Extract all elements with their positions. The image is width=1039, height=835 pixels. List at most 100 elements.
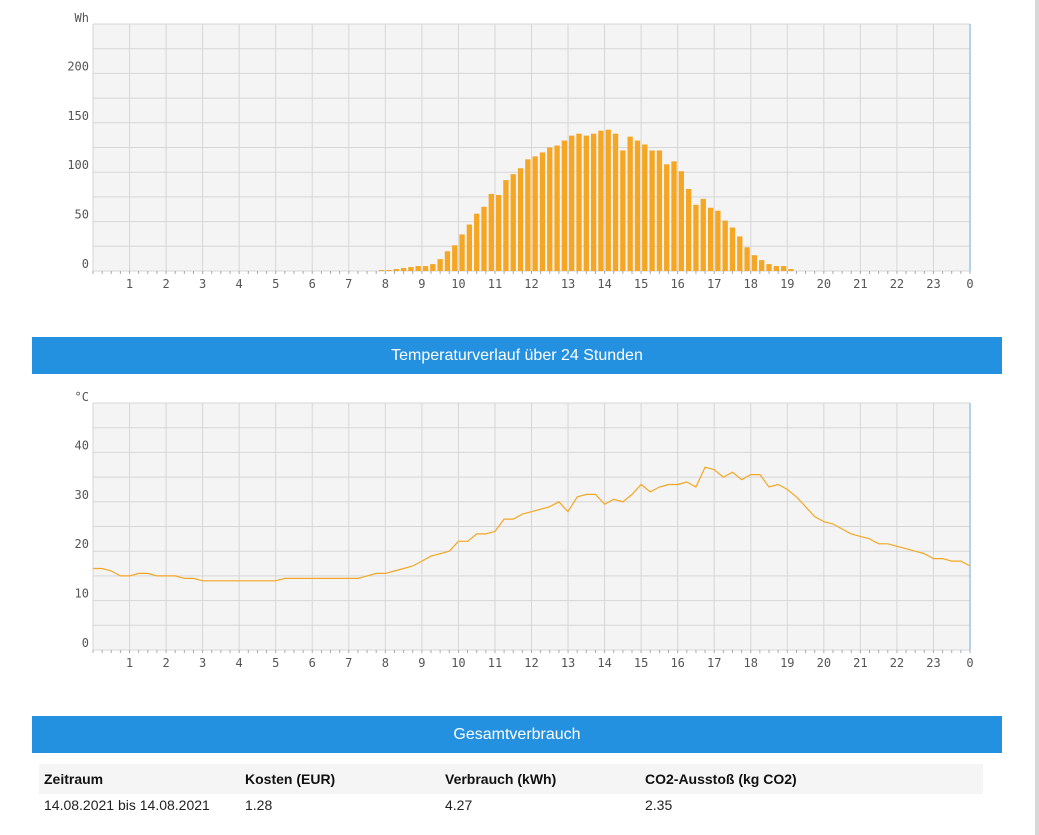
- x-tick-label: 5: [272, 656, 279, 670]
- x-tick-label: 11: [488, 277, 502, 291]
- energy-bar: [503, 180, 509, 271]
- x-tick-label: 17: [707, 277, 721, 291]
- y-unit-label: Wh: [75, 11, 89, 25]
- energy-bar: [481, 206, 487, 271]
- y-tick-label: 0: [82, 257, 89, 271]
- energy-bar: [729, 227, 736, 271]
- energy-bar: [466, 224, 473, 271]
- x-tick-label: 14: [597, 656, 611, 670]
- x-tick-label: 6: [309, 656, 316, 670]
- energy-bar: [510, 174, 516, 271]
- x-tick-label: 8: [382, 277, 389, 291]
- y-tick-label: 0: [82, 636, 89, 650]
- x-tick-label: 19: [780, 277, 794, 291]
- energy-bar: [400, 268, 407, 271]
- x-tick-label: 0: [966, 656, 973, 670]
- energy-bar: [627, 136, 633, 271]
- energy-bar: [612, 133, 619, 271]
- x-tick-label: 12: [524, 277, 538, 291]
- energy-bar: [656, 150, 663, 271]
- energy-bar: [780, 266, 787, 271]
- x-tick-label: 1: [126, 277, 133, 291]
- energy-bar: [700, 198, 706, 271]
- energy-bar: [569, 135, 575, 271]
- energy-bar: [634, 140, 641, 271]
- total-section-title: Gesamtverbrauch: [453, 725, 581, 743]
- energy-bar: [693, 204, 699, 271]
- energy-bar: [605, 129, 611, 271]
- x-tick-label: 12: [524, 656, 538, 670]
- y-tick-label: 10: [75, 587, 89, 601]
- temperature-line: [93, 466, 971, 582]
- x-tick-label: 10: [451, 656, 465, 670]
- y-tick-label: 30: [75, 488, 89, 502]
- x-tick-label: 2: [162, 656, 169, 670]
- energy-bar: [452, 245, 458, 271]
- energy-bar: [488, 193, 494, 271]
- value-co2: 2.35: [645, 797, 673, 813]
- y-tick-label: 40: [75, 438, 89, 452]
- x-tick-label: 18: [744, 656, 758, 670]
- energy-bar: [744, 247, 750, 271]
- energy-bar: [722, 220, 728, 271]
- energy-bar: [539, 152, 546, 271]
- energy-bar: [576, 133, 582, 271]
- x-tick-label: 9: [418, 656, 425, 670]
- energy-bar: [759, 260, 765, 271]
- x-tick-label: 22: [890, 277, 904, 291]
- energy-bar: [598, 130, 604, 271]
- energy-bar: [444, 251, 451, 271]
- x-tick-label: 2: [162, 277, 169, 291]
- energy-bar: [773, 266, 779, 271]
- energy-bar: [737, 236, 743, 271]
- energy-bar: [430, 264, 436, 271]
- x-tick-label: 9: [418, 277, 425, 291]
- x-tick-label: 8: [382, 656, 389, 670]
- energy-bar: [664, 164, 670, 271]
- energy-bar: [685, 188, 692, 271]
- energy-bar: [671, 161, 677, 271]
- energy-bar: [393, 269, 399, 271]
- x-tick-label: 17: [707, 656, 721, 670]
- energy-bar: [715, 210, 721, 271]
- x-tick-label: 6: [309, 277, 316, 291]
- x-tick-label: 21: [853, 656, 867, 670]
- summary-table: Zeitraum Kosten (EUR) Verbrauch (kWh) CO…: [39, 764, 983, 816]
- header-consumption: Verbrauch (kWh): [445, 771, 557, 787]
- value-cost: 1.28: [245, 797, 273, 813]
- x-tick-label: 13: [561, 656, 575, 670]
- energy-bar: [649, 150, 655, 271]
- y-unit-label: °C: [75, 390, 89, 404]
- x-tick-label: 21: [853, 277, 867, 291]
- energy-bar: [583, 135, 589, 271]
- energy-bar: [678, 171, 684, 271]
- energy-bar: [474, 213, 480, 271]
- page-right-edge: [1035, 0, 1039, 835]
- summary-data-row: 14.08.2021 bis 14.08.2021 1.28 4.27 2.35: [39, 794, 983, 816]
- y-tick-label: 20: [75, 537, 89, 551]
- energy-bar: [422, 266, 429, 271]
- energy-bar: [408, 267, 414, 271]
- x-tick-label: 3: [199, 277, 206, 291]
- x-tick-label: 18: [744, 277, 758, 291]
- energy-bar: [415, 266, 421, 271]
- y-tick-label: 50: [75, 208, 89, 222]
- value-period: 14.08.2021 bis 14.08.2021: [44, 797, 210, 813]
- x-tick-label: 4: [236, 656, 243, 670]
- energy-bar: [590, 133, 597, 271]
- energy-bar: [547, 147, 553, 271]
- energy-bar: [495, 194, 502, 271]
- energy-bar: [517, 168, 524, 271]
- x-tick-label: 14: [597, 277, 611, 291]
- x-tick-label: 13: [561, 277, 575, 291]
- y-tick-label: 100: [67, 158, 89, 172]
- x-tick-label: 7: [345, 656, 352, 670]
- energy-bar: [561, 140, 568, 271]
- x-tick-label: 20: [817, 656, 831, 670]
- x-tick-label: 16: [670, 277, 684, 291]
- energy-bar: [620, 150, 626, 271]
- x-tick-label: 22: [890, 656, 904, 670]
- x-tick-label: 16: [670, 656, 684, 670]
